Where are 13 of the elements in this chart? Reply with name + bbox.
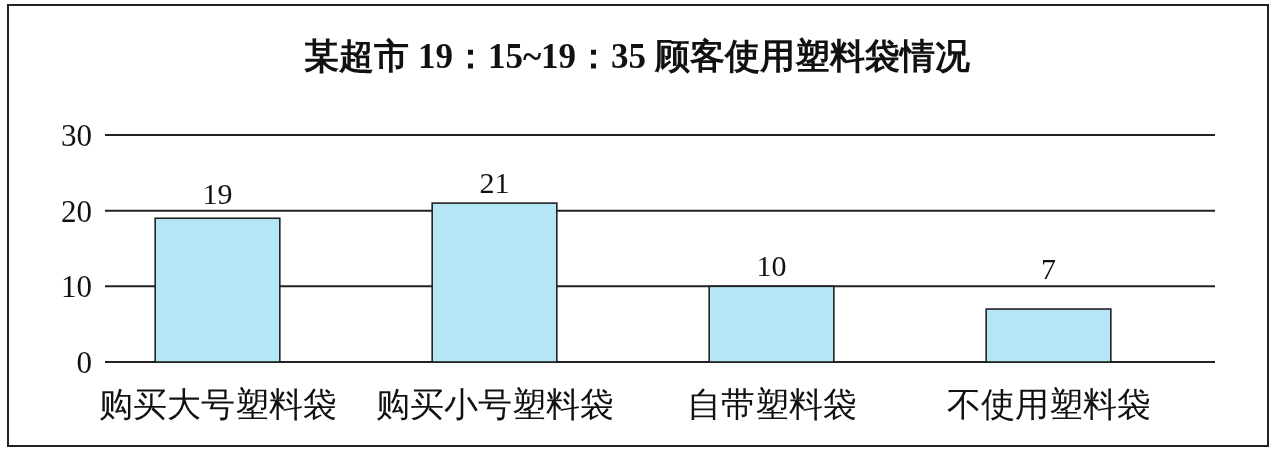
data-label: 7: [1041, 252, 1056, 286]
data-label: 10: [756, 249, 787, 283]
x-tick-label: 不使用塑料袋: [946, 386, 1151, 423]
y-tick-label: 10: [61, 269, 92, 305]
x-tick-label: 自带塑料袋: [686, 386, 857, 423]
data-label: 19: [202, 176, 233, 210]
x-tick-label: 购买大号塑料袋: [98, 386, 337, 423]
data-label: 21: [479, 166, 510, 200]
chart-title: 某超市 19：15~19：35 顾客使用塑料袋情况: [304, 37, 970, 76]
y-tick-label: 0: [76, 344, 92, 380]
y-tick-label: 20: [61, 193, 92, 229]
x-tick-label: 购买小号塑料袋: [375, 386, 614, 423]
y-tick-label: 30: [61, 117, 92, 153]
